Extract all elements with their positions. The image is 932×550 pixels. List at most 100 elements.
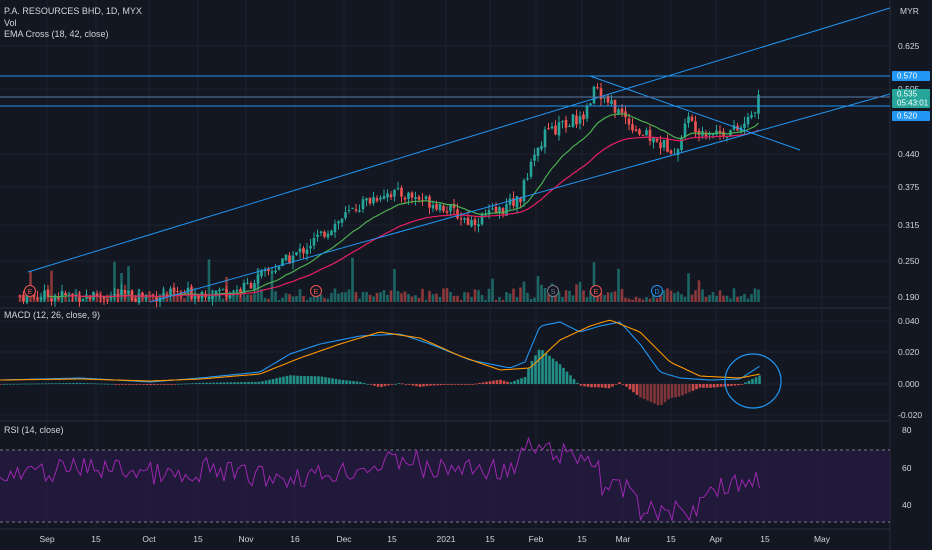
event-marker-earnings[interactable]: E <box>24 285 36 297</box>
macd-histogram-bar <box>677 384 681 397</box>
macd-histogram-bar <box>145 384 149 386</box>
macd-histogram-bar <box>611 384 614 387</box>
lower-channel-line[interactable] <box>149 93 891 303</box>
time-tick-label: Oct <box>142 534 156 544</box>
macd-histogram-bar <box>110 383 114 385</box>
candle-body <box>403 197 407 200</box>
upper-channel-line[interactable] <box>27 7 891 273</box>
candle-body <box>319 231 323 233</box>
candle-body <box>249 283 253 289</box>
volume-bar <box>729 298 732 302</box>
volume-bar <box>477 290 480 302</box>
trendlines[interactable] <box>0 7 891 303</box>
macd-histogram-bar <box>310 376 313 384</box>
macd-histogram-bar <box>502 380 506 384</box>
volume-bar <box>424 299 428 302</box>
volume-bar <box>515 297 519 302</box>
volume-bar <box>127 266 130 302</box>
candle-body <box>694 121 697 133</box>
candle-body <box>603 97 606 99</box>
candle-body <box>631 124 634 131</box>
macd-histogram-bar <box>250 381 254 384</box>
macd-histogram-bar <box>327 377 331 384</box>
candles[interactable] <box>18 82 760 308</box>
candle-body <box>540 145 543 150</box>
rsi-axis[interactable]: 80 60 40 <box>902 425 912 510</box>
macd-histogram-bar <box>138 384 142 385</box>
macd-histogram-bar <box>660 384 663 405</box>
macd-histogram-bar <box>593 384 597 388</box>
candle-body <box>561 121 564 123</box>
descending-trendline[interactable] <box>589 75 801 151</box>
macd-histogram-bar <box>572 379 576 384</box>
macd-histogram-bar <box>401 383 404 385</box>
candle-body <box>242 282 246 295</box>
candle-body <box>515 196 519 208</box>
time-axis[interactable]: Sep 15 Oct 15 Nov 16 Dec 15 2021 15 Feb 15 Mar 15 Apr 1… <box>39 534 830 544</box>
candle-body <box>732 125 736 130</box>
macd-histogram-bar <box>100 383 103 385</box>
volume-bar <box>739 295 743 302</box>
candle-body <box>354 209 358 211</box>
volume-bar <box>582 290 585 302</box>
event-marker-split[interactable]: S <box>547 285 559 297</box>
volume-bar <box>508 293 512 302</box>
event-marker-earnings[interactable]: E <box>590 285 602 297</box>
macd-histogram-bar <box>387 384 390 386</box>
macd-histogram-bar <box>2 383 5 385</box>
candle-body <box>655 138 659 142</box>
candle-body <box>435 204 438 210</box>
volume-bar <box>403 291 407 302</box>
time-tick-label: Dec <box>336 534 352 544</box>
macd-histogram-bar <box>467 384 471 385</box>
candle-body <box>64 292 67 296</box>
macd-histogram-bar <box>621 384 625 385</box>
candle-body <box>424 196 428 200</box>
time-tick-label: 15 <box>193 534 203 544</box>
macd-histogram-bar <box>555 361 558 384</box>
event-marker-dividend[interactable]: D <box>651 285 663 297</box>
macd-histogram-bar <box>642 384 646 399</box>
highlight-circle[interactable] <box>724 353 782 409</box>
volume-bar <box>221 298 225 302</box>
macd-histogram-bar <box>499 379 502 384</box>
candle-body <box>365 198 368 201</box>
macd-axis[interactable]: 0.040 0.020 0.000 -0.020 <box>898 316 922 420</box>
candle-body <box>407 192 410 199</box>
time-tick-label: Apr <box>709 534 722 544</box>
rsi-line <box>0 436 760 522</box>
macd-histogram-bar <box>373 384 376 386</box>
time-tick-label: 15 <box>387 534 397 544</box>
volume-bar <box>676 291 680 302</box>
candle-body <box>39 297 43 300</box>
price-tick-label: 0.625 <box>898 41 920 51</box>
volume-bar <box>340 292 344 302</box>
macd-tick-label: 0.020 <box>898 347 920 357</box>
macd-histogram <box>0 349 761 406</box>
candle-body <box>442 205 445 212</box>
macd-histogram-bar <box>51 383 54 385</box>
ema-slow-line <box>68 129 759 298</box>
macd-histogram-bar <box>411 384 415 386</box>
candle-body <box>564 120 568 128</box>
candle-body <box>228 292 232 298</box>
macd-histogram-bar <box>520 378 523 384</box>
candle-body <box>417 196 421 200</box>
macd-histogram-bar <box>716 384 719 388</box>
candle-body <box>666 139 669 152</box>
macd-histogram-bar <box>604 384 607 388</box>
volume-bar <box>624 297 627 302</box>
macd-histogram-bar <box>89 383 93 385</box>
event-marker-earnings[interactable]: E <box>310 285 322 297</box>
volume-bar <box>456 295 459 302</box>
volume-bar <box>655 298 659 302</box>
candle-body <box>529 161 533 177</box>
time-tick-label: 15 <box>760 534 770 544</box>
candle-body <box>323 231 326 237</box>
volume-bar <box>372 296 375 302</box>
candle-body <box>498 207 501 213</box>
candle-body <box>260 270 263 276</box>
candle-body <box>659 142 662 149</box>
